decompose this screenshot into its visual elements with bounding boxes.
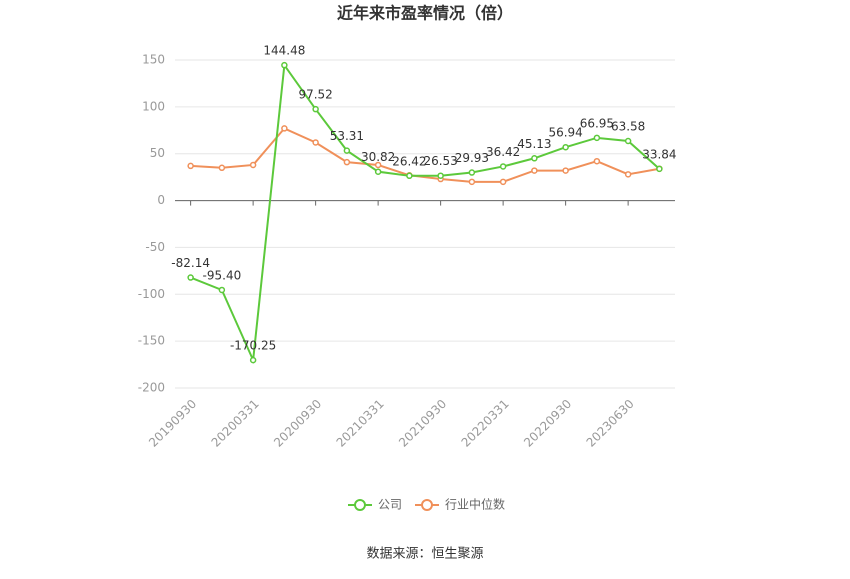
data-label: 144.48 xyxy=(263,44,305,58)
point xyxy=(593,157,601,165)
data-label: 66.95 xyxy=(580,116,614,130)
point xyxy=(468,169,476,176)
point xyxy=(499,163,507,170)
legend-label: 公司 xyxy=(378,498,402,512)
point xyxy=(312,139,319,146)
point xyxy=(593,134,601,142)
data-label: 29.93 xyxy=(455,151,489,165)
source: 数据来源：恒生聚源 xyxy=(366,547,483,562)
point xyxy=(468,178,476,186)
point xyxy=(281,61,288,69)
data-label: 26.42 xyxy=(392,154,426,168)
point xyxy=(624,137,632,145)
x-tick-label: 20200930 xyxy=(271,397,324,450)
data-label: 36.42 xyxy=(486,145,520,159)
point xyxy=(218,286,226,294)
x-tick-label: 20210930 xyxy=(396,397,449,450)
legend-label: 行业中位数 xyxy=(445,497,505,512)
point xyxy=(437,172,444,179)
y-tick-label: 50 xyxy=(150,146,165,160)
x-tick-label: 20220930 xyxy=(521,397,574,450)
point xyxy=(656,165,663,173)
data-label: -170.25 xyxy=(230,339,276,353)
point xyxy=(249,356,257,364)
data-label: 63.58 xyxy=(611,119,645,133)
data-label: -95.40 xyxy=(203,268,242,282)
x-tick-label: 20190930 xyxy=(146,397,199,450)
x-tick-label: 20220331 xyxy=(459,397,512,450)
y-tick-label: -150 xyxy=(138,334,165,348)
data-label: 45.13 xyxy=(517,137,551,151)
y-tick-label: -100 xyxy=(138,287,165,301)
data-label: 97.52 xyxy=(298,88,332,102)
point xyxy=(531,155,538,162)
data-label: 53.31 xyxy=(330,129,364,143)
y-tick-label: 150 xyxy=(142,53,165,67)
y-tick-label: 100 xyxy=(142,99,165,113)
data-label: 30.82 xyxy=(361,150,395,164)
series-line xyxy=(190,127,660,183)
series-line xyxy=(190,62,661,364)
legend-marker xyxy=(354,499,366,511)
point xyxy=(218,164,226,172)
point xyxy=(531,167,538,174)
point xyxy=(562,143,569,151)
y-tick-label: 0 xyxy=(157,193,165,207)
point xyxy=(312,105,319,113)
y-tick-label: -50 xyxy=(145,240,165,254)
data-label: -82.14 xyxy=(171,256,210,270)
legend-marker xyxy=(421,499,433,511)
point xyxy=(374,161,382,169)
point xyxy=(187,162,194,170)
x-tick-label: 20210331 xyxy=(334,397,387,450)
point xyxy=(499,178,507,186)
point xyxy=(374,168,382,175)
point xyxy=(562,167,569,174)
point xyxy=(343,147,351,154)
point xyxy=(281,125,288,132)
data-label: 33.84 xyxy=(642,147,676,161)
data-label: 26.53 xyxy=(423,154,457,168)
point xyxy=(187,274,194,281)
x-tick-label: 20230630 xyxy=(584,397,637,450)
chart-title: 近年来市盈率情况（倍） xyxy=(337,4,513,23)
point xyxy=(249,161,257,169)
x-tick-label: 20200331 xyxy=(209,397,262,450)
point xyxy=(343,158,351,166)
point xyxy=(406,172,413,180)
data-label: 56.94 xyxy=(548,126,582,140)
point xyxy=(624,171,632,178)
y-tick-label: -200 xyxy=(138,381,165,395)
